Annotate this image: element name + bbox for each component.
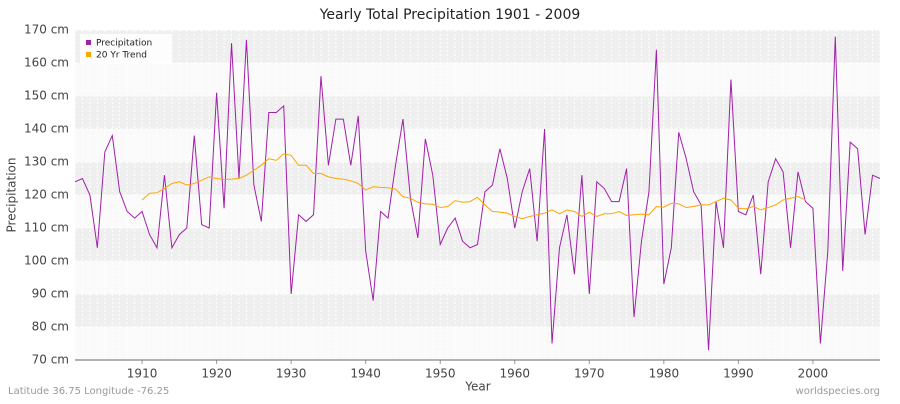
x-tick-label: 1920: [201, 367, 232, 381]
y-tick-label: 80 cm: [32, 320, 69, 334]
y-tick-label: 70 cm: [32, 353, 69, 367]
y-tick-label: 160 cm: [24, 56, 69, 70]
x-tick-label: 1980: [649, 367, 680, 381]
series-line: [141, 153, 806, 220]
legend-swatch: [86, 40, 91, 45]
y-tick-label: 100 cm: [24, 254, 69, 268]
y-tick-label: 120 cm: [24, 188, 69, 202]
y-tick-label: 110 cm: [24, 221, 69, 235]
chart-title: Yearly Total Precipitation 1901 - 2009: [319, 7, 581, 23]
x-tick-label: 1910: [127, 367, 158, 381]
legend-label: Precipitation: [96, 39, 152, 49]
x-tick-label: 1930: [276, 367, 307, 381]
legend-swatch: [86, 52, 91, 57]
legend-label: 20 Yr Trend: [96, 51, 147, 61]
y-tick-label: 90 cm: [32, 287, 69, 301]
x-tick-label: 1990: [723, 367, 754, 381]
footer-left: Latitude 36.75 Longitude -76.25: [8, 386, 169, 397]
y-tick-label: 130 cm: [24, 155, 69, 169]
x-tick-label: 1940: [350, 367, 381, 381]
x-tick-label: 2000: [798, 367, 829, 381]
y-tick-label: 170 cm: [24, 23, 69, 37]
y-axis-label: Precipitation: [5, 157, 19, 232]
series-line: [74, 36, 881, 351]
y-tick-label: 150 cm: [24, 89, 69, 103]
x-tick-label: 1950: [425, 367, 456, 381]
grid-band: [75, 96, 880, 129]
y-tick-label: 140 cm: [24, 122, 69, 136]
x-tick-label: 1970: [574, 367, 605, 381]
x-tick-label: 1960: [499, 367, 530, 381]
legend-box: [80, 34, 172, 64]
x-axis-label: Year: [464, 380, 490, 394]
footer-right: worldspecies.org: [796, 386, 880, 397]
